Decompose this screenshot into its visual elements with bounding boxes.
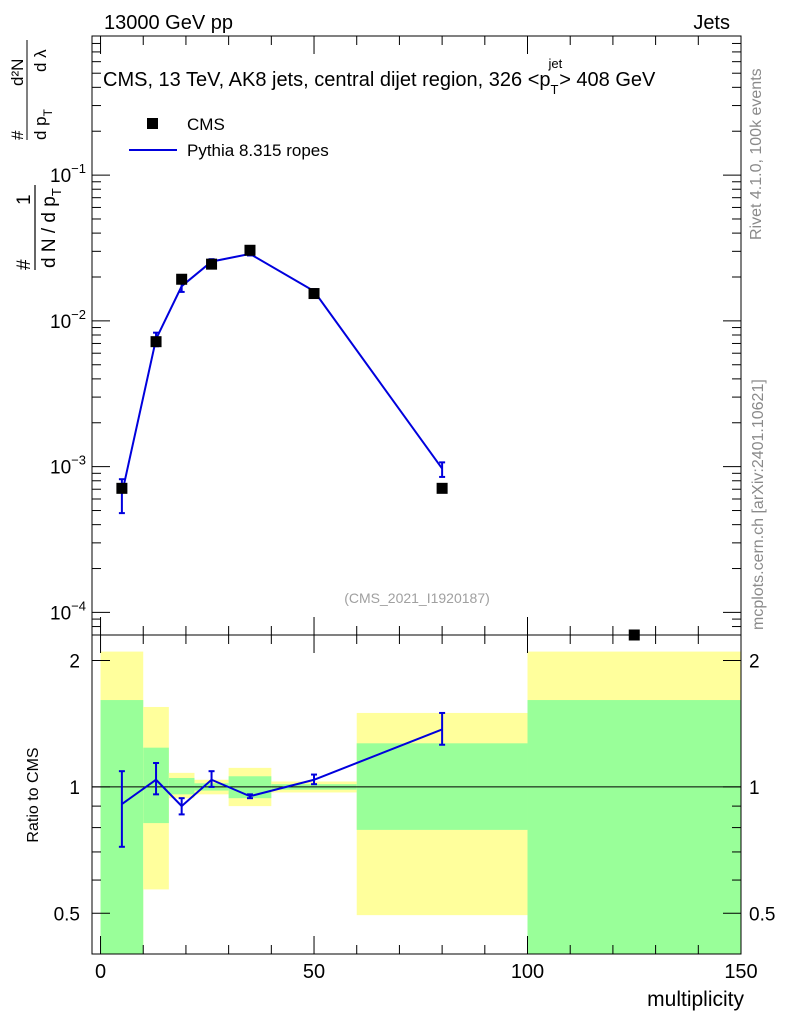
x-tick-label: 100 (511, 961, 544, 983)
ylabel-dndpt: d N / d pT (39, 188, 64, 268)
mc-band-inner (527, 700, 741, 954)
ratio-ytick-label-left: 2 (69, 651, 80, 672)
watermark: (CMS_2021_I1920187) (344, 590, 490, 606)
ratio-series (118, 711, 446, 848)
ratio-panel: 2 2 1 1 0.5 0.5 0 50 100 150 Ratio to CMS multipl… (25, 634, 776, 1011)
ratio-tick-labels: 2 2 1 1 0.5 0.5 0 50 100 150 (54, 651, 776, 983)
main-panel: 10−1 10−2 10−3 10−4 CMS, 13 TeV, AK8 jets, … (8, 35, 742, 641)
cms-point (116, 482, 128, 494)
x-tick-label: 50 (303, 961, 325, 983)
cms-point (436, 482, 448, 494)
main-ytick-label: 10−3 (50, 453, 86, 479)
ratio-ytick-label-left: 1 (69, 778, 80, 799)
main-ytick-label: 10−4 (50, 598, 86, 624)
cms-point (150, 336, 162, 348)
legend: CMS Pythia 8.315 ropes (129, 115, 329, 160)
ylabel-dlambda: d λ (31, 49, 50, 72)
mc-band-inner (168, 777, 195, 795)
ratio-ytick-label-right: 2 (749, 651, 760, 672)
cms-point (206, 258, 218, 270)
main-ticks (92, 35, 742, 636)
cms-point (176, 273, 188, 285)
ylabel-dpt: d pT (31, 108, 55, 140)
mcplots-label: mcplots.cern.ch [arXiv:2401.10621] (750, 379, 767, 630)
cms-point (308, 288, 320, 300)
main-ytick-label: 10−2 (50, 307, 86, 333)
main-title: CMS, 13 TeV, AK8 jets, central dijet reg… (103, 56, 656, 97)
main-series (116, 244, 640, 641)
ylabel-d2n: d²N (8, 59, 27, 86)
ratio-bands (100, 651, 741, 954)
legend-cms-label: CMS (187, 115, 225, 134)
header-right: Jets (693, 12, 730, 34)
ratio-ytick-label-left: 0.5 (54, 904, 80, 925)
ylabel-hash2: # (8, 130, 27, 140)
ylabel-hash1: # (14, 259, 35, 270)
legend-pythia-label: Pythia 8.315 ropes (187, 141, 329, 160)
pythia-line (120, 252, 443, 495)
header-left: 13000 GeV pp (104, 12, 233, 34)
ylabel-one: 1 (14, 194, 35, 205)
main-ytick-label: 10−1 (50, 161, 86, 187)
x-tick-label: 150 (724, 961, 757, 983)
cms-point (244, 244, 256, 256)
x-tick-label: 0 (95, 961, 106, 983)
ratio-ytick-label-right: 1 (749, 778, 760, 799)
x-axis-label: multiplicity (647, 988, 744, 1011)
rivet-label: Rivet 4.1.0, 100k events (748, 68, 765, 240)
ratio-ticks (92, 635, 742, 954)
ratio-ylabel: Ratio to CMS (25, 747, 42, 842)
ratio-panel-frame (91, 634, 742, 955)
legend-cms-marker (147, 118, 158, 129)
main-ylabel: # 1 d N / d pT # d²N d pT d λ (8, 40, 64, 270)
main-ytick-labels: 10−1 10−2 10−3 10−4 (50, 161, 86, 624)
ratio-ytick-label-right: 0.5 (749, 904, 775, 925)
